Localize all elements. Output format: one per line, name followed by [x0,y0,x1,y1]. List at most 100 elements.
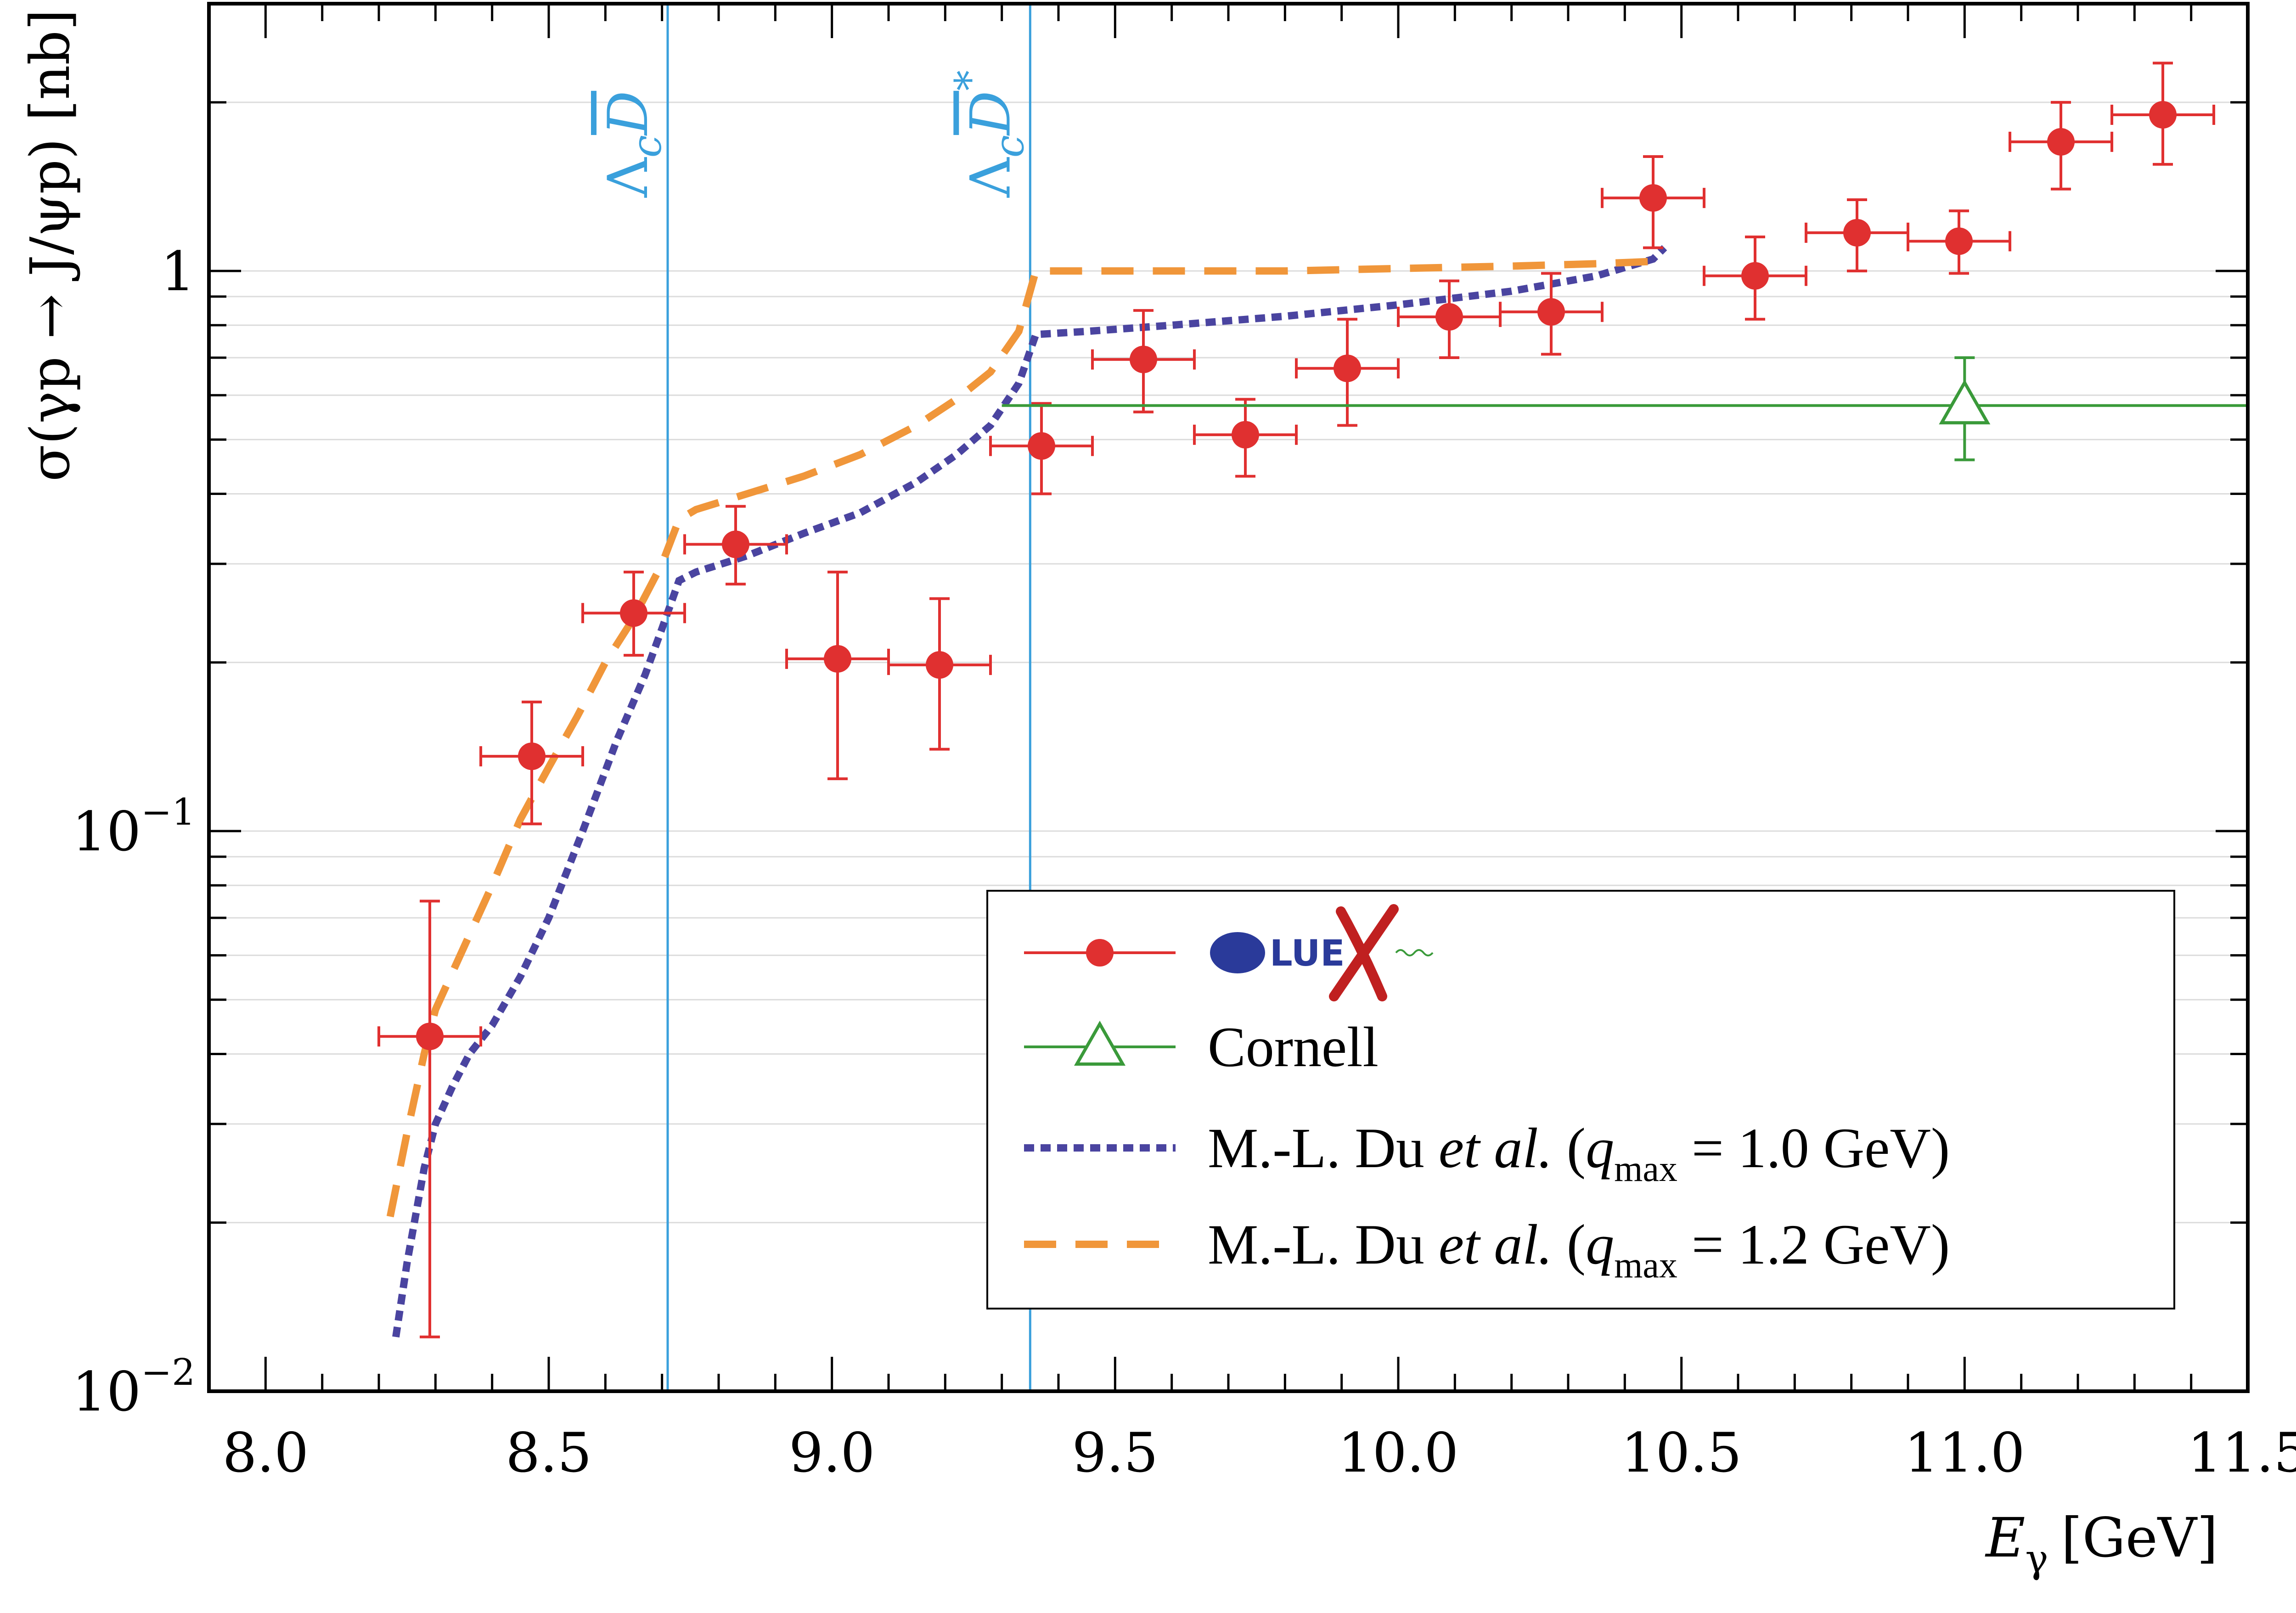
legend-gluex-marker [1086,939,1114,967]
gluex-marker [2149,101,2177,129]
legend-param: q [1586,1213,1614,1276]
x-tick-label: 10.5 [1621,1421,1742,1484]
legend-box [986,890,2175,1310]
x-axis-label-subscript: γ [2025,1536,2048,1581]
gluex-marker [1741,262,1769,290]
legend-et-al: et al. [1439,1213,1553,1276]
model-curves [386,245,1667,1338]
gluex-point [1295,318,1400,427]
gluex-point [581,570,686,657]
y-tick-label: 10−2 [72,1351,195,1423]
gluex-point [1601,155,1705,249]
legend-author: M.-L. Du [1208,1117,1439,1180]
gluex-marker [926,651,953,679]
y-axis-label: σ(γp → J/ψp) [nb] [18,9,82,482]
threshold-label: ΛcD* [946,70,1033,198]
gluex-point [1397,279,1502,360]
data-points [377,62,2248,1338]
legend-entry-du-1p0: M.-L. Du et al. (qmax = 1.0 GeV) [1024,1117,1950,1189]
gluex-marker [722,530,749,558]
gluex-point [1805,198,1909,273]
y-tick-label-base: 1 [161,240,195,303]
x-tick-label: 9.5 [1072,1421,1158,1484]
gluex-point [1193,398,1298,478]
gluex-marker [1639,184,1667,212]
threshold-label-meson: D [597,91,660,136]
gluex-point [989,402,1094,495]
threshold-label: ΛcD [597,91,670,198]
gluex-point [1907,209,2011,275]
legend-author: M.-L. Du [1208,1213,1439,1276]
gluex-logo-x-shape [1329,904,1399,1001]
y-tick-label-exponent: −2 [141,1351,195,1394]
gluex-marker [1130,345,1157,373]
cornell-marker [1939,379,1991,425]
legend-param-value: = 1.0 GeV) [1677,1117,1950,1180]
axis-ticks: 8.0 8.5 9.0 9.5 10.0 10.5 11.0 11.510−210−11 [72,2,2296,1484]
y-tick-label: 10−1 [72,791,195,863]
gluex-logo-wave [1395,949,1434,956]
gluex-point [683,505,788,586]
y-tick-label-exponent: −1 [141,791,195,833]
threshold-label-baryon: Λ [959,157,1023,198]
gluex-marker [416,1023,444,1051]
threshold-label-subscript: c [623,135,670,157]
gluex-marker [518,742,546,770]
legend-param-value: = 1.2 GeV) [1677,1213,1950,1276]
legend-param: q [1586,1117,1614,1180]
gluex-point [1499,272,1604,356]
curve-du-qmax-1p2 [386,255,1666,1218]
legend-curve-label: M.-L. Du et al. (qmax = 1.2 GeV) [1208,1213,1950,1286]
gluex-point [785,570,890,781]
legend-param-subscript: max [1614,1149,1677,1189]
gluex-point [479,700,584,826]
y-tick-label: 1 [161,240,195,303]
legend-paren-open: ( [1553,1117,1586,1180]
x-tick-label: 8.5 [506,1421,592,1484]
gluex-point [1091,309,1196,414]
legend-cornell-label: Cornell [1208,1016,1379,1079]
threshold-label-subscript: c [985,135,1033,157]
x-axis-label: Eγ [GeV] [1985,1506,2218,1581]
gluex-marker [1435,303,1463,331]
threshold-label-superscript: * [946,70,994,91]
grid-lines [209,3,2248,1392]
threshold-label-baryon: Λ [597,157,660,198]
gluex-logo-g-shape [1210,932,1265,973]
gluex-marker [1945,227,1973,255]
legend-cornell-marker [1074,1020,1126,1066]
legend-entry-du-1p2: M.-L. Du et al. (qmax = 1.2 GeV) [1024,1213,1950,1286]
x-tick-label: 11.5 [2188,1421,2296,1484]
threshold-label-meson: D [959,91,1023,136]
gluex-marker [1232,421,1259,449]
legend: LUE Cornell M.-L. Du et al. (qmax = 1.0 … [986,890,2175,1310]
gluex-marker [620,599,647,627]
gluex-marker [824,645,851,673]
gluex-logo-text: LUE [1270,933,1345,974]
gluex-point [1703,236,1807,321]
legend-et-al: et al. [1439,1117,1553,1180]
x-tick-label: 8.0 [222,1421,309,1484]
gluex-marker [2047,128,2075,156]
gluex-point [377,899,482,1338]
x-tick-label: 9.0 [789,1421,875,1484]
gluex-marker [1028,432,1055,460]
gluex-marker [1334,354,1361,382]
legend-curve-label: M.-L. Du et al. (qmax = 1.0 GeV) [1208,1117,1950,1189]
x-tick-label: 10.0 [1338,1421,1459,1484]
x-axis-label-unit: [GeV] [2061,1506,2218,1569]
x-axis-label-symbol: E [1985,1506,2025,1569]
legend-entry-cornell: Cornell [1024,1016,1379,1079]
gluex-marker [1843,219,1871,247]
legend-param-subscript: max [1614,1245,1677,1286]
y-tick-label-base: 10 [72,800,141,863]
legend-paren-open: ( [1553,1213,1586,1276]
gluex-logo: LUE [1210,904,1434,1001]
x-tick-label: 11.0 [1904,1421,2025,1484]
gluex-marker [1537,298,1565,326]
legend-entry-gluex: LUE [1024,904,1434,1001]
gluex-point [2009,101,2113,191]
y-tick-label-base: 10 [72,1360,141,1423]
cornell-point [1002,356,2248,461]
